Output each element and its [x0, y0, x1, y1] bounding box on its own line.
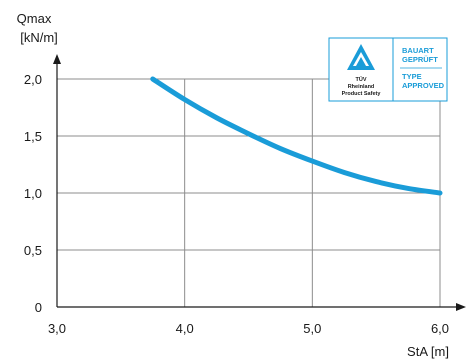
- series-layer: [150, 76, 443, 196]
- y-tick-label: 0: [35, 300, 42, 315]
- y-tick-label: 1,5: [24, 129, 42, 144]
- axes: [53, 54, 466, 311]
- y-tick-label: 2,0: [24, 72, 42, 87]
- badge-line4: APPROVED: [402, 81, 445, 90]
- badge-org-line1: TÜV: [356, 76, 367, 83]
- y-axis-arrow-icon: [53, 54, 61, 64]
- x-tick-label: 3,0: [48, 321, 66, 336]
- grid: [56, 78, 441, 307]
- x-axis-title: StA [m]: [407, 344, 449, 359]
- y-axis-title: Qmax: [17, 11, 52, 26]
- badge-org-line2: Rheinland: [348, 84, 375, 90]
- badge-line3: TYPE: [402, 72, 422, 81]
- x-tick-label: 6,0: [431, 321, 449, 336]
- y-axis-unit: [kN/m]: [20, 30, 58, 45]
- series-line-0: [150, 76, 443, 196]
- tuv-logo-icon: [347, 44, 375, 70]
- badge-org-line3: Product Safety: [342, 91, 382, 97]
- badge-line1: BAUART: [402, 46, 434, 55]
- x-axis-arrow-icon: [456, 303, 466, 311]
- x-tick-label: 5,0: [303, 321, 321, 336]
- y-tick-labels: 0 0,5 1,0 1,5 2,0: [24, 72, 42, 315]
- badge-line2: GEPRÜFT: [402, 55, 438, 64]
- y-tick-label: 1,0: [24, 186, 42, 201]
- x-tick-labels: 3,0 4,0 5,0 6,0: [48, 321, 449, 336]
- x-tick-label: 4,0: [176, 321, 194, 336]
- certification-badge: TÜV Rheinland Product Safety BAUART GEPR…: [328, 37, 448, 102]
- y-tick-label: 0,5: [24, 243, 42, 258]
